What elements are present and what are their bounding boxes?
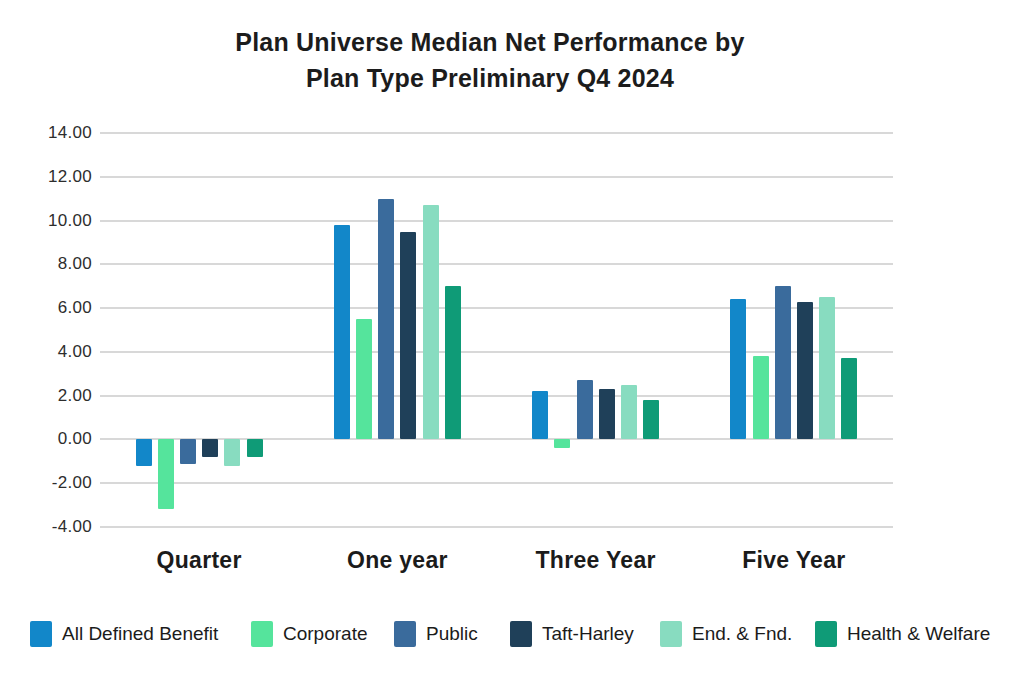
- bar: [775, 286, 791, 439]
- legend-label: Public: [426, 623, 478, 645]
- y-axis-tick-label: 14.00: [0, 123, 92, 143]
- bar-group-five-year: [730, 133, 857, 527]
- y-axis-tick-label: -2.00: [0, 473, 92, 493]
- bar: [577, 380, 593, 439]
- y-axis-tick-label: 2.00: [0, 386, 92, 406]
- bar: [224, 439, 240, 465]
- y-axis-tick-label: 8.00: [0, 254, 92, 274]
- chart-title: Plan Universe Median Net Performance by …: [0, 24, 980, 96]
- bar-group-quarter: [136, 133, 263, 527]
- bar: [423, 205, 439, 439]
- x-axis-label: Three Year: [497, 547, 695, 574]
- y-axis-tick-label: 12.00: [0, 167, 92, 187]
- x-axis-label: Five Year: [695, 547, 893, 574]
- bar: [643, 400, 659, 439]
- legend-swatch-icon: [30, 621, 52, 647]
- legend-swatch-icon: [815, 621, 837, 647]
- bar: [400, 232, 416, 440]
- plot-area: [100, 133, 893, 527]
- bar: [621, 385, 637, 440]
- bar: [158, 439, 174, 509]
- y-axis-tick-label: 0.00: [0, 429, 92, 449]
- legend-item: Corporate: [251, 620, 368, 648]
- y-axis-tick-label: 6.00: [0, 298, 92, 318]
- bar: [445, 286, 461, 439]
- bar: [599, 389, 615, 439]
- bar: [202, 439, 218, 457]
- bar: [730, 299, 746, 439]
- x-axis-label: Quarter: [100, 547, 298, 574]
- bar: [334, 225, 350, 440]
- bar: [136, 439, 152, 465]
- bar-group-three-year: [532, 133, 659, 527]
- bar: [180, 439, 196, 463]
- chart-page: Plan Universe Median Net Performance by …: [0, 0, 1024, 679]
- bar-group-one-year: [334, 133, 461, 527]
- legend-item: End. & Fnd.: [660, 620, 792, 648]
- legend-swatch-icon: [251, 621, 273, 647]
- legend-item: All Defined Benefit: [30, 620, 218, 648]
- chart-title-line-1: Plan Universe Median Net Performance by: [0, 24, 980, 60]
- y-axis-tick-label: -4.00: [0, 517, 92, 537]
- legend-swatch-icon: [660, 621, 682, 647]
- bar: [532, 391, 548, 439]
- bar: [356, 319, 372, 439]
- bar: [819, 297, 835, 439]
- legend-label: Corporate: [283, 623, 368, 645]
- legend-item: Public: [394, 620, 478, 648]
- bar: [378, 199, 394, 440]
- legend-label: End. & Fnd.: [692, 623, 792, 645]
- x-axis-label: One year: [298, 547, 496, 574]
- bar: [841, 358, 857, 439]
- y-axis-tick-label: 10.00: [0, 211, 92, 231]
- bar: [797, 302, 813, 440]
- bar: [753, 356, 769, 439]
- legend-item: Taft-Harley: [510, 620, 634, 648]
- legend-swatch-icon: [510, 621, 532, 647]
- legend-item: Health & Welfare: [815, 620, 990, 648]
- legend-label: Taft-Harley: [542, 623, 634, 645]
- bar: [247, 439, 263, 457]
- bar: [554, 439, 570, 448]
- y-axis-tick-label: 4.00: [0, 342, 92, 362]
- legend-label: All Defined Benefit: [62, 623, 218, 645]
- legend-swatch-icon: [394, 621, 416, 647]
- chart-title-line-2: Plan Type Preliminary Q4 2024: [0, 60, 980, 96]
- legend-label: Health & Welfare: [847, 623, 990, 645]
